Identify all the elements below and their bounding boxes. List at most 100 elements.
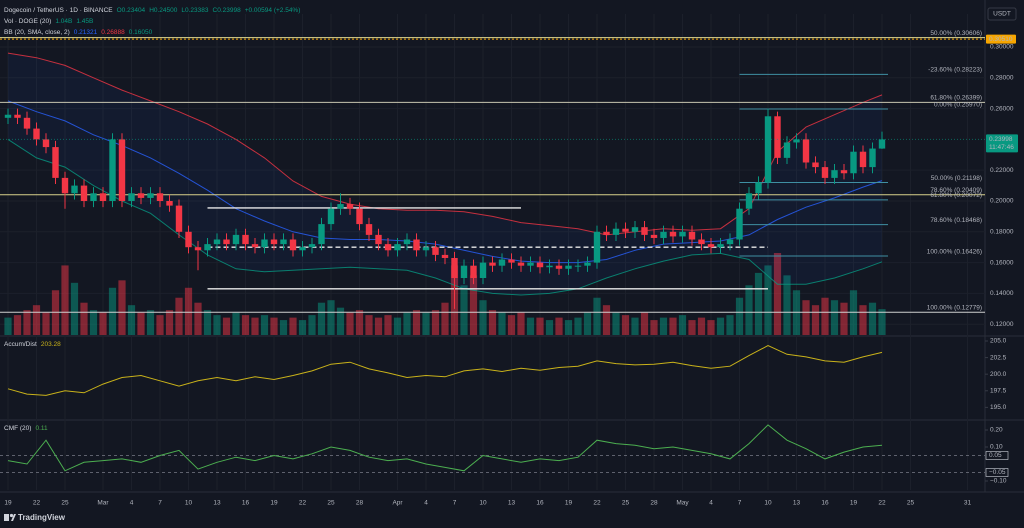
candle-body — [631, 227, 639, 232]
legend-item: BB (20, SMA, close, 2) — [4, 29, 70, 36]
volume-bar — [70, 282, 79, 335]
candle-body — [261, 239, 268, 248]
x-tick-label: 10 — [185, 500, 193, 507]
volume-bar — [868, 302, 877, 335]
volume-bar — [821, 297, 829, 335]
x-tick-label: 19 — [4, 500, 12, 507]
volume-bar — [783, 275, 791, 335]
volume-bar — [507, 315, 516, 335]
candle-body — [223, 239, 230, 245]
legend-row: Vol · DOGE (20) 1.04B 1.45B — [4, 18, 93, 25]
level-label: 0.05 — [989, 452, 1002, 459]
x-tick-label: 22 — [299, 500, 307, 507]
volume-bar — [764, 265, 772, 335]
volume-bar — [403, 312, 411, 335]
candle-body — [850, 151, 857, 174]
volume-bar — [726, 315, 734, 335]
candle-body — [479, 262, 487, 279]
candle-body — [403, 239, 411, 245]
volume-bar — [241, 315, 250, 335]
last-price-label: 0.23998 — [989, 136, 1013, 143]
volume-bar — [811, 305, 820, 335]
legend-item: 0.16050 — [129, 29, 153, 36]
candle-body — [527, 262, 534, 266]
x-tick-label: 19 — [850, 500, 858, 507]
volume-bar — [298, 320, 307, 335]
candle-body — [546, 265, 553, 268]
volume-bar — [773, 253, 782, 335]
x-tick-label: 31 — [964, 500, 972, 507]
candle-body — [318, 224, 325, 245]
candle-body — [660, 231, 667, 238]
candle-body — [33, 128, 40, 140]
x-tick-label: 13 — [508, 500, 516, 507]
x-tick-label: 19 — [270, 500, 278, 507]
y-tick-label: 0.20 — [990, 427, 1003, 434]
candle-body — [109, 139, 116, 201]
candle-body — [869, 148, 876, 168]
y-tick-label: 0.28000 — [990, 74, 1014, 81]
candle-body — [289, 239, 297, 251]
candle-body — [622, 228, 629, 232]
candle-body — [707, 244, 715, 248]
volume-bar — [498, 312, 506, 335]
volume-bar — [365, 315, 373, 335]
volume-bar — [80, 302, 88, 335]
volume-bar — [346, 312, 354, 335]
candle-body — [603, 231, 610, 235]
candle-body — [812, 162, 819, 168]
candle-body — [688, 231, 696, 240]
volume-bar — [184, 287, 193, 335]
legend-item: 0.11 — [35, 425, 48, 432]
candle-body — [156, 193, 164, 201]
volume-bar — [555, 317, 563, 335]
volume-bar — [526, 317, 535, 335]
candle-body — [878, 139, 886, 149]
volume-bar — [640, 312, 649, 335]
volume-bar — [13, 315, 22, 335]
legend-row: Accum/Dist 203.28 — [4, 341, 61, 348]
candle-body — [42, 139, 50, 148]
legend-row: CMF (20) 0.11 — [4, 425, 48, 432]
legend-item: L0.23383 — [181, 7, 208, 14]
volume-bar — [213, 315, 221, 335]
x-tick-label: 28 — [650, 500, 658, 507]
volume-bar — [431, 310, 440, 335]
y-tick-label: 0.14000 — [990, 290, 1014, 297]
candle-body — [128, 193, 135, 201]
y-tick-label: 0.26000 — [990, 105, 1014, 112]
legend-item: Dogecoin / TetherUS · 1D · BINANCE — [4, 7, 113, 14]
x-tick-label: May — [676, 500, 689, 507]
candle-body — [356, 208, 363, 225]
volume-bar — [32, 305, 41, 335]
indicator-line — [7, 424, 883, 472]
volume-bar — [659, 317, 668, 335]
level-tag — [985, 468, 1009, 477]
candle-body — [517, 262, 525, 266]
volume-bar — [422, 312, 430, 335]
candle-body — [612, 228, 620, 235]
countdown: 11:47:46 — [989, 144, 1014, 151]
volume-bar — [127, 305, 136, 335]
volume-bar — [175, 297, 183, 335]
volume-bar — [517, 312, 525, 335]
x-tick-label: 7 — [453, 500, 457, 507]
candle-body — [593, 231, 601, 263]
volume-bar — [336, 307, 345, 335]
volume-bar — [279, 320, 288, 335]
candle-body — [327, 208, 335, 225]
candle-body — [726, 239, 734, 245]
volume-bar — [89, 310, 98, 335]
volume-bar — [289, 317, 297, 335]
candle-body — [213, 239, 221, 245]
volume-bar — [137, 312, 145, 335]
candle-body — [337, 204, 344, 209]
alert-tag — [986, 34, 1016, 44]
x-tick-label: 10 — [479, 500, 487, 507]
y-tick-label: 0.20000 — [990, 198, 1014, 205]
volume-bar — [840, 302, 848, 335]
candle-body — [137, 193, 145, 198]
legend-item: 1.45B — [76, 18, 93, 25]
indicator-line — [7, 345, 883, 396]
